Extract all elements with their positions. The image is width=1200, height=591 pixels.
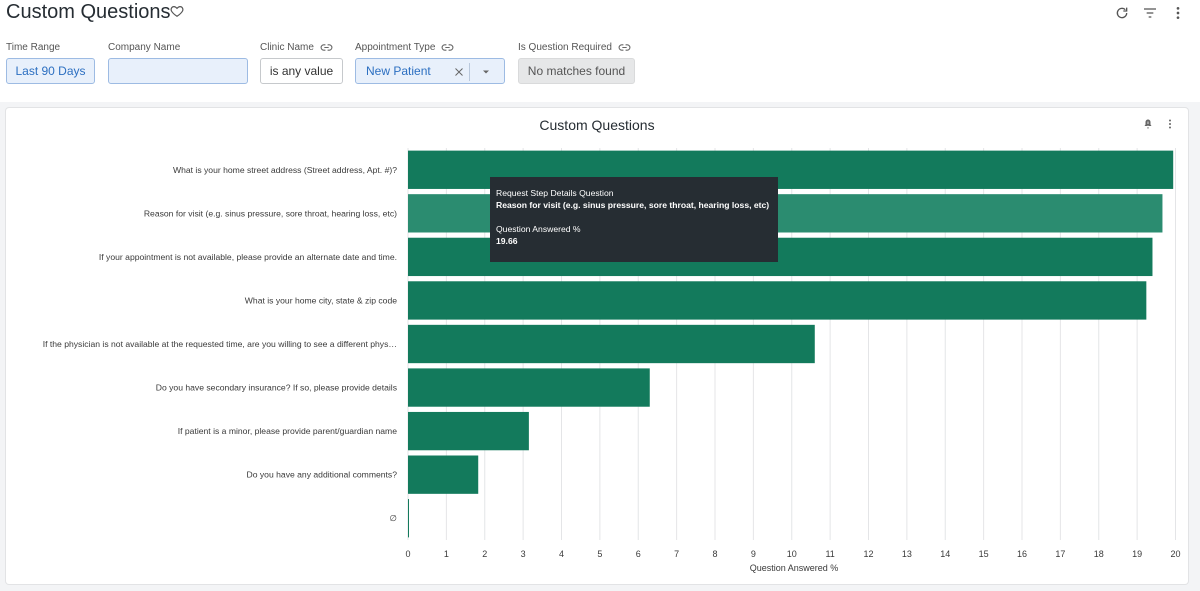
filter-label: Is Question Required <box>518 40 631 54</box>
divider <box>469 63 470 81</box>
filter-company-name: Company Name <box>108 40 248 84</box>
dashboard-header: Custom Questions <box>0 0 1200 30</box>
x-tick-label: 20 <box>1170 549 1180 559</box>
x-tick-label: 14 <box>940 549 950 559</box>
chart-tooltip: Request Step Details Question Reason for… <box>490 177 778 262</box>
x-tick-label: 18 <box>1094 549 1104 559</box>
more-vert-icon[interactable] <box>1170 5 1186 21</box>
filter-is-question-required: Is Question Required No matches found <box>518 40 635 84</box>
company-name-input[interactable] <box>108 58 248 84</box>
is-question-required-select[interactable]: No matches found <box>518 58 635 84</box>
tooltip-line: Question Answered % <box>496 224 581 234</box>
x-tick-label: 6 <box>636 549 641 559</box>
x-tick-label: 2 <box>482 549 487 559</box>
bar[interactable] <box>408 324 815 364</box>
y-category-label: ∅ <box>390 513 398 523</box>
alert-bell-icon[interactable] <box>1142 117 1154 131</box>
y-category-label: What is your home city, state & zip code <box>245 295 397 305</box>
x-tick-label: 9 <box>751 549 756 559</box>
bar[interactable] <box>408 455 479 494</box>
heart-outline-icon[interactable] <box>170 4 184 18</box>
appointment-type-select[interactable]: New Patient <box>355 58 505 84</box>
y-category-label: Reason for visit (e.g. sinus pressure, s… <box>144 208 397 218</box>
bar[interactable] <box>408 411 529 451</box>
filter-icon[interactable] <box>1142 5 1158 21</box>
x-tick-label: 7 <box>674 549 679 559</box>
x-tick-label: 3 <box>521 549 526 559</box>
x-tick-label: 17 <box>1055 549 1065 559</box>
link-icon <box>442 43 454 51</box>
y-category-label: What is your home street address (Street… <box>173 165 397 175</box>
x-tick-label: 16 <box>1017 549 1027 559</box>
bar[interactable] <box>408 368 650 407</box>
y-category-label: Do you have any additional comments? <box>247 470 398 480</box>
filter-appointment-type: Appointment Type New Patient <box>355 40 505 84</box>
appointment-type-value: New Patient <box>366 64 431 78</box>
tooltip-line: Reason for visit (e.g. sinus pressure, s… <box>496 200 770 210</box>
y-category-label: If your appointment is not available, pl… <box>99 252 397 262</box>
x-tick-label: 1 <box>444 549 449 559</box>
x-tick-label: 8 <box>712 549 717 559</box>
filter-label: Company Name <box>108 41 181 53</box>
bar[interactable] <box>408 499 409 538</box>
x-tick-label: 11 <box>825 549 834 559</box>
chart-title: Custom Questions <box>539 117 655 133</box>
tooltip-line: 19.66 <box>496 236 518 246</box>
filter-clinic-name: Clinic Name is any value <box>260 40 343 84</box>
x-tick-label: 19 <box>1132 549 1142 559</box>
filter-label: Appointment Type <box>355 40 454 54</box>
time-range-select[interactable]: Last 90 Days <box>6 58 95 84</box>
header-actions <box>1114 5 1186 21</box>
y-category-label: If the physician is not available at the… <box>43 339 397 349</box>
x-tick-label: 10 <box>787 549 797 559</box>
clinic-name-select[interactable]: is any value <box>260 58 343 84</box>
more-vert-icon[interactable] <box>1164 117 1176 131</box>
link-icon <box>320 43 333 51</box>
x-tick-label: 13 <box>902 549 912 559</box>
x-tick-label: 12 <box>863 549 873 559</box>
clear-icon[interactable] <box>453 66 465 78</box>
filter-label: Clinic Name <box>260 40 333 54</box>
chevron-down-icon[interactable] <box>480 66 492 78</box>
x-axis-title: Question Answered % <box>750 563 839 573</box>
link-icon <box>618 43 631 51</box>
refresh-icon[interactable] <box>1114 5 1130 21</box>
y-category-label: If patient is a minor, please provide pa… <box>178 426 397 436</box>
page-title: Custom Questions <box>6 1 171 23</box>
x-tick-label: 0 <box>405 549 410 559</box>
filter-time-range: Time Range Last 90 Days <box>6 40 95 84</box>
x-tick-label: 15 <box>979 549 989 559</box>
card-actions <box>1142 117 1176 131</box>
filter-label: Time Range <box>6 41 61 53</box>
y-category-label: Do you have secondary insurance? If so, … <box>156 383 397 393</box>
tooltip-line: Request Step Details Question <box>496 188 614 198</box>
x-tick-label: 4 <box>559 549 564 559</box>
bar[interactable] <box>408 281 1147 320</box>
filter-bar: Time Range Last 90 Days Company Name Cli… <box>0 30 1200 102</box>
x-tick-label: 5 <box>597 549 602 559</box>
